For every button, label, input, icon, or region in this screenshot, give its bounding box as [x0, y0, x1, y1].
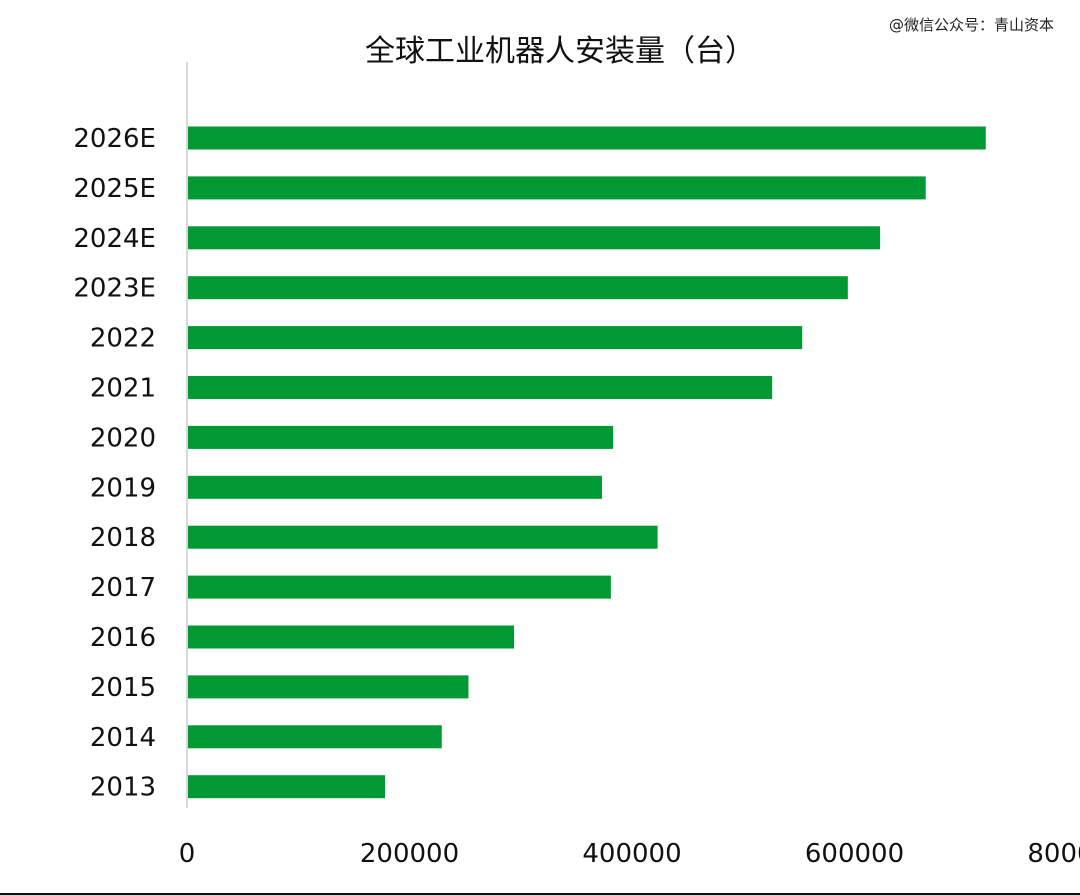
watermark-text: @微信公众号：青山资本	[888, 16, 1054, 34]
category-label-2024E: 2024E	[73, 224, 156, 254]
bar-2025E	[188, 176, 926, 200]
category-label-2015: 2015	[90, 673, 156, 703]
category-label-2022: 2022	[90, 324, 156, 354]
chart-title: 全球工业机器人安装量（台）	[365, 34, 755, 69]
bar-2024E	[188, 226, 881, 250]
bar-2019	[188, 475, 602, 499]
bar-2018	[188, 525, 658, 549]
category-label-2020: 2020	[90, 423, 156, 453]
bar-2021	[188, 376, 773, 399]
bar-2026E	[188, 126, 986, 150]
x-tick-label-200000: 200000	[360, 839, 459, 869]
category-label-2019: 2019	[90, 473, 156, 503]
category-label-2025E: 2025E	[73, 174, 156, 204]
category-label-2026E: 2026E	[73, 124, 156, 154]
x-tick-label-600000: 600000	[805, 839, 904, 869]
category-label-2013: 2013	[90, 773, 156, 803]
x-tick-label-0: 0	[179, 839, 196, 869]
bar-2015	[188, 675, 469, 699]
category-label-2017: 2017	[90, 573, 156, 603]
x-tick-label-800000: 800000	[1027, 839, 1080, 869]
bar-2023E	[188, 276, 848, 300]
bottom-divider	[0, 893, 1080, 895]
x-tick-label-400000: 400000	[582, 839, 681, 869]
category-label-2014: 2014	[90, 723, 156, 753]
category-label-2018: 2018	[90, 523, 156, 553]
bar-2014	[188, 725, 442, 749]
category-label-2016: 2016	[90, 623, 156, 653]
bar-2020	[188, 425, 614, 449]
category-label-2023E: 2023E	[73, 274, 156, 304]
bar-2022	[188, 326, 803, 350]
bar-2016	[188, 625, 515, 649]
category-label-2021: 2021	[90, 374, 156, 404]
bar-2017	[188, 575, 611, 599]
bar-2013	[188, 775, 386, 799]
